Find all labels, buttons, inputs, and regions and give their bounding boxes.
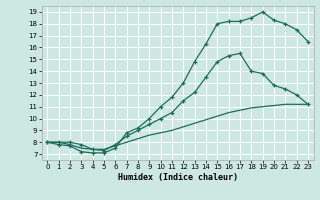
X-axis label: Humidex (Indice chaleur): Humidex (Indice chaleur) xyxy=(118,173,237,182)
